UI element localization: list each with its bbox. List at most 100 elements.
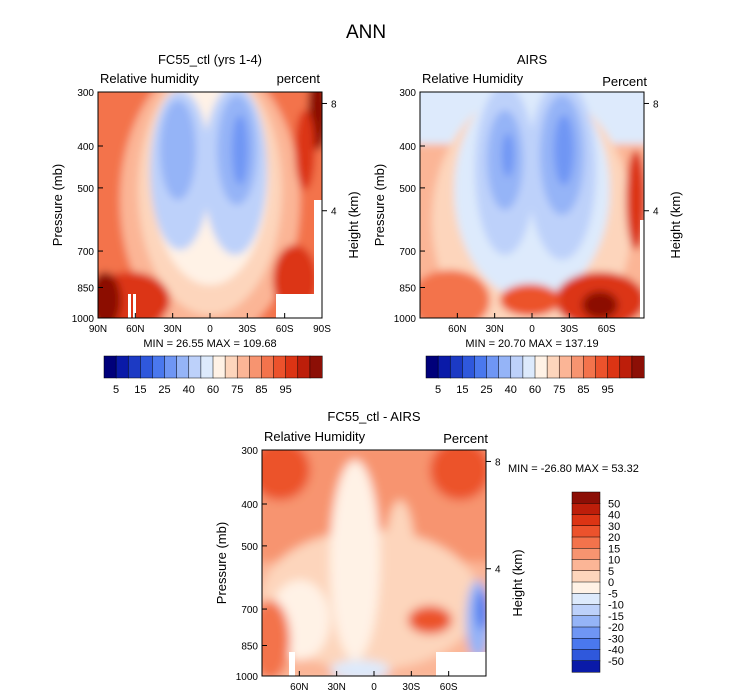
colorbar-obs-swatch-4 bbox=[474, 355, 488, 379]
colorbar-diff-swatch-8 bbox=[571, 581, 601, 594]
colorbar-model-swatch-12 bbox=[249, 355, 262, 379]
colorbar-model-label-7: 95 bbox=[280, 384, 292, 396]
colorbar-model-swatch-7 bbox=[188, 355, 202, 379]
model-y2tick-label-1: 4 bbox=[331, 207, 337, 218]
obs-ylabel: Pressure (mb) bbox=[372, 164, 387, 246]
colorbar-obs-label-1: 15 bbox=[456, 384, 468, 396]
colorbar-diff-label-7: 0 bbox=[608, 577, 614, 589]
model-xtick-label-3: 0 bbox=[207, 324, 213, 335]
colorbar-model-label-5: 75 bbox=[231, 384, 243, 396]
colorbar-model-label-0: 5 bbox=[113, 384, 119, 396]
colorbar-diff-label-8: -5 bbox=[608, 588, 618, 600]
colorbar-obs-swatch-12 bbox=[571, 355, 584, 379]
colorbar-obs-swatch-10 bbox=[546, 355, 560, 379]
colorbar-diff-label-4: 15 bbox=[608, 543, 620, 555]
obs-xtick-label-1: 30N bbox=[485, 324, 503, 335]
colorbar-diff-swatch-0 bbox=[571, 491, 601, 504]
panel-diff-stats: MIN = -26.80 MAX = 53.32 bbox=[508, 463, 639, 475]
diff-y2tick-label-1: 4 bbox=[495, 565, 501, 576]
colorbar-model-label-1: 15 bbox=[134, 384, 146, 396]
colorbar-diff-swatch-9 bbox=[571, 593, 601, 606]
colorbar-diff-swatch-4 bbox=[571, 536, 601, 549]
panel-model-field bbox=[98, 92, 322, 318]
colorbar-obs-swatch-7 bbox=[510, 355, 524, 379]
diff-xtick-label-0: 60N bbox=[290, 682, 308, 693]
model-xtick-label-5: 60S bbox=[276, 324, 294, 335]
colorbar-obs-label-6: 85 bbox=[577, 384, 589, 396]
colorbar-model-swatch-5 bbox=[164, 355, 178, 379]
colorbar-model-swatch-10 bbox=[224, 355, 238, 379]
colorbar-diff-swatch-12 bbox=[571, 626, 601, 639]
colorbar-obs-swatch-3 bbox=[462, 355, 475, 379]
model-ytick-label-4: 850 bbox=[77, 283, 94, 294]
colorbar-obs-swatch-16 bbox=[619, 355, 633, 379]
colorbar-model-swatch-0 bbox=[103, 355, 117, 379]
obs-y2tick-label-1: 4 bbox=[653, 207, 659, 218]
colorbar-model-swatch-1 bbox=[115, 355, 129, 379]
colorbar-diff-label-3: 20 bbox=[608, 532, 620, 544]
model-ytick-label-3: 700 bbox=[77, 247, 94, 258]
colorbar-diff-label-2: 30 bbox=[608, 521, 620, 533]
diff-ylabel: Pressure (mb) bbox=[214, 522, 229, 604]
colorbar-diff-swatch-2 bbox=[571, 514, 601, 527]
colorbar-model-swatch-14 bbox=[273, 355, 287, 379]
panel-diff: FC55_ctl - AIRS Relative Humidity Percen… bbox=[214, 409, 639, 693]
panel-model-stats: MIN = 26.55 MAX = 109.68 bbox=[143, 338, 276, 350]
colorbar-model-swatch-6 bbox=[176, 355, 190, 379]
colorbar-obs-swatch-14 bbox=[595, 355, 609, 379]
colorbar-model-swatch-11 bbox=[236, 355, 250, 379]
colorbar-model-swatch-16 bbox=[297, 355, 311, 379]
model-xtick-label-2: 30N bbox=[163, 324, 181, 335]
model-ytick-label-0: 300 bbox=[77, 88, 94, 99]
colorbar-model-swatch-4 bbox=[152, 355, 166, 379]
colorbar-model-swatch-3 bbox=[140, 355, 153, 379]
obs-ytick-label-2: 500 bbox=[399, 184, 416, 195]
colorbar-model-swatch-15 bbox=[285, 355, 299, 379]
panel-model-right-label: percent bbox=[277, 71, 321, 86]
model-ylabel: Pressure (mb) bbox=[50, 164, 65, 246]
colorbar-obs-label-3: 40 bbox=[505, 384, 517, 396]
colorbar-diff-label-0: 50 bbox=[608, 498, 620, 510]
panel-obs-right-label: Percent bbox=[602, 74, 647, 89]
panel-obs-field bbox=[420, 92, 644, 318]
obs-xtick-label-2: 0 bbox=[529, 324, 535, 335]
colorbar-obs-swatch-6 bbox=[498, 355, 512, 379]
diff-xtick-label-1: 30N bbox=[327, 682, 345, 693]
colorbar-obs-swatch-15 bbox=[607, 355, 621, 379]
colorbar-diff-swatch-5 bbox=[571, 548, 601, 561]
colorbar-diff-label-14: -50 bbox=[608, 656, 624, 668]
colorbar-obs-swatch-0 bbox=[425, 355, 439, 379]
diff-y2tick-label-0: 8 bbox=[495, 457, 501, 468]
panel-model: FC55_ctl (yrs 1-4) Relative humidity per… bbox=[50, 52, 361, 350]
model-xtick-label-1: 60N bbox=[126, 324, 144, 335]
colorbar-diff-swatch-11 bbox=[571, 615, 601, 628]
diff-xtick-label-4: 60S bbox=[440, 682, 458, 693]
colorbar-obs-label-0: 5 bbox=[435, 384, 441, 396]
colorbar-model-label-6: 85 bbox=[255, 384, 267, 396]
panel-diff-left-label: Relative Humidity bbox=[264, 429, 366, 444]
colorbar-obs-swatch-8 bbox=[522, 355, 536, 379]
model-xtick-label-6: 90S bbox=[313, 324, 331, 335]
diff-xtick-label-2: 0 bbox=[371, 682, 377, 693]
panel-model-title: FC55_ctl (yrs 1-4) bbox=[158, 52, 262, 67]
diff-ytick-label-1: 400 bbox=[241, 500, 258, 511]
obs-xtick-label-3: 30S bbox=[560, 324, 578, 335]
colorbar-model-swatch-9 bbox=[212, 355, 226, 379]
colorbar-diff-swatch-14 bbox=[571, 649, 601, 662]
colorbar-obs-label-4: 60 bbox=[529, 384, 541, 396]
colorbar-diff-label-1: 40 bbox=[608, 510, 620, 522]
obs-xtick-label-0: 60N bbox=[448, 324, 466, 335]
colorbar-model: 5 15 25 40 60 75 85 95 bbox=[103, 355, 323, 396]
colorbar-diff-swatch-7 bbox=[571, 570, 601, 583]
model-ytick-label-1: 400 bbox=[77, 142, 94, 153]
colorbar-diff-label-12: -30 bbox=[608, 633, 624, 645]
model-y2label: Height (km) bbox=[346, 191, 361, 258]
diff-ytick-label-0: 300 bbox=[241, 446, 258, 457]
colorbar-model-label-4: 60 bbox=[207, 384, 219, 396]
colorbar-obs-swatch-2 bbox=[449, 355, 463, 379]
model-ytick-label-5: 1000 bbox=[72, 314, 95, 325]
colorbar-model-swatch-8 bbox=[200, 355, 214, 379]
colorbar-diff-swatch-10 bbox=[571, 604, 601, 617]
model-xtick-label-0: 90N bbox=[89, 324, 107, 335]
